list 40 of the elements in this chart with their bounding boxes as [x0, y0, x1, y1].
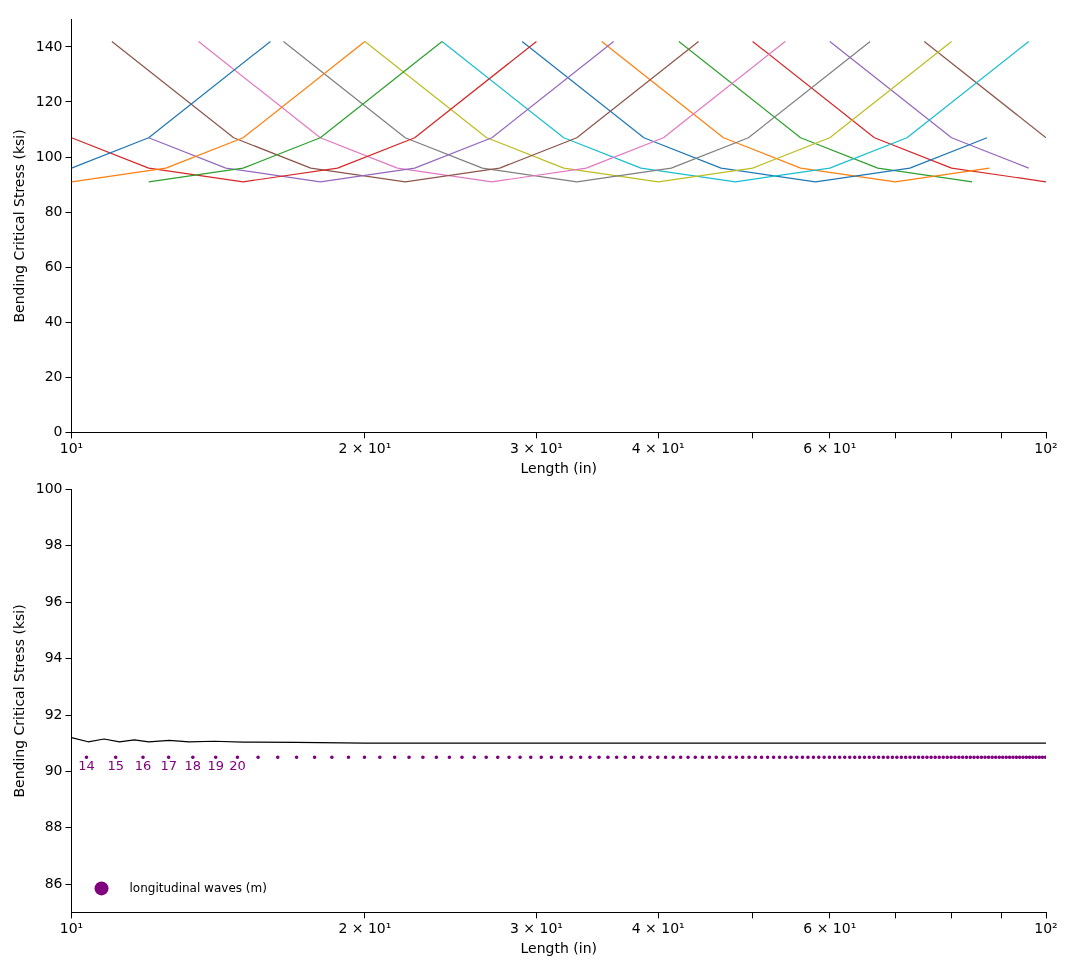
y-tick-label: 86 — [44, 874, 63, 891]
x-axis-title: Length (in) — [520, 460, 597, 477]
annotation: 15 — [107, 758, 124, 774]
x-tick-label: 2 × 10¹ — [338, 440, 392, 457]
y-tick-label: 96 — [44, 592, 63, 609]
y-tick-label: 40 — [44, 312, 63, 329]
x-tick-label: 6 × 10¹ — [803, 440, 857, 457]
annotation: 19 — [207, 758, 224, 774]
x-tick-label: 3 × 10¹ — [509, 440, 563, 457]
x-axis-title: Length (in) — [520, 940, 597, 957]
y-tick-label: 98 — [44, 536, 63, 553]
y-tick-label: 94 — [44, 649, 63, 666]
y-axis-title: Bending Critical Stress (ksi) — [11, 604, 28, 798]
annotation: 16 — [134, 758, 152, 774]
x-tick-label: 10² — [1034, 920, 1058, 937]
x-tick-label: 3 × 10¹ — [509, 920, 563, 937]
y-tick-label: 90 — [44, 762, 63, 779]
annotation: 18 — [184, 758, 202, 774]
y-tick-label: 80 — [44, 202, 63, 219]
x-tick-label: 2 × 10¹ — [338, 920, 392, 937]
y-tick-label: 0 — [53, 423, 63, 440]
y-tick-label: 140 — [35, 37, 63, 54]
y-tick-label: 100 — [35, 147, 63, 164]
annotation: 14 — [78, 758, 95, 774]
x-tick-label: 10² — [1034, 440, 1058, 457]
x-tick-label: 4 × 10¹ — [631, 440, 685, 457]
y-axis-title: Bending Critical Stress (ksi) — [11, 129, 28, 323]
legend-label: longitudinal waves (m) — [129, 880, 267, 895]
x-tick-label: 4 × 10¹ — [631, 920, 685, 937]
y-tick-label: 20 — [44, 367, 63, 384]
y-tick-label: 88 — [44, 818, 63, 835]
annotation: 20 — [229, 758, 246, 774]
y-tick-label: 60 — [44, 257, 63, 274]
x-tick-label: 10¹ — [59, 920, 84, 937]
y-tick-label: 92 — [44, 705, 63, 722]
x-tick-label: 10¹ — [59, 440, 84, 457]
y-tick-label: 100 — [35, 480, 63, 497]
annotation: 17 — [160, 758, 177, 774]
x-tick-label: 6 × 10¹ — [803, 920, 857, 937]
y-tick-label: 120 — [35, 92, 63, 109]
